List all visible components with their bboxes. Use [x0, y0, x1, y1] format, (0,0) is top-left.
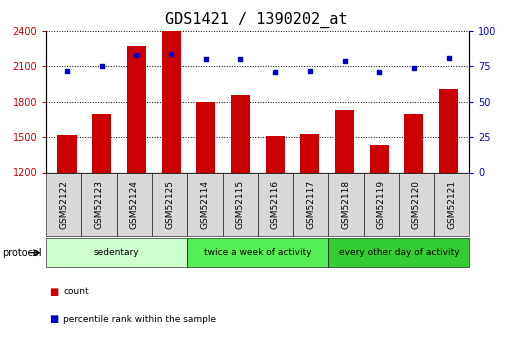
Text: count: count [63, 287, 89, 296]
Bar [404, 114, 423, 172]
Text: percentile rank within the sample: percentile rank within the sample [63, 315, 216, 324]
Bar [439, 89, 458, 172]
Point [341, 58, 349, 63]
Bar [127, 46, 146, 172]
Bar [335, 110, 354, 172]
Text: GSM52116: GSM52116 [271, 180, 280, 229]
Point [63, 68, 71, 73]
Text: GSM52117: GSM52117 [306, 180, 315, 229]
Text: GSM52121: GSM52121 [447, 180, 456, 229]
Point [167, 51, 175, 57]
Point [410, 65, 418, 71]
Point [271, 69, 279, 75]
Point [444, 55, 452, 61]
Text: GSM52119: GSM52119 [377, 180, 386, 229]
Text: twice a week of activity: twice a week of activity [204, 248, 311, 257]
Text: protocol: protocol [3, 248, 42, 258]
Text: ■: ■ [49, 314, 58, 324]
Bar [162, 31, 181, 172]
Text: GSM52118: GSM52118 [342, 180, 350, 229]
Text: GSM52115: GSM52115 [235, 180, 245, 229]
Bar [231, 95, 250, 172]
Point [202, 57, 210, 62]
Text: GSM52122: GSM52122 [60, 180, 68, 229]
Bar [196, 102, 215, 172]
Text: GSM52123: GSM52123 [94, 180, 104, 229]
Point [236, 57, 245, 62]
Point [306, 68, 314, 73]
Point [97, 63, 106, 69]
Text: GSM52124: GSM52124 [130, 180, 139, 229]
Text: GSM52125: GSM52125 [165, 180, 174, 229]
Text: GDS1421 / 1390202_at: GDS1421 / 1390202_at [165, 12, 348, 28]
Bar [300, 134, 320, 172]
Text: GSM52114: GSM52114 [201, 180, 209, 229]
Text: sedentary: sedentary [94, 248, 140, 257]
Bar [370, 145, 389, 172]
Bar [266, 136, 285, 172]
Text: GSM52120: GSM52120 [412, 180, 421, 229]
Text: every other day of activity: every other day of activity [339, 248, 459, 257]
Bar [57, 135, 76, 172]
Text: ■: ■ [49, 287, 58, 296]
Bar [92, 114, 111, 172]
Point [375, 69, 383, 75]
Point [132, 52, 141, 58]
